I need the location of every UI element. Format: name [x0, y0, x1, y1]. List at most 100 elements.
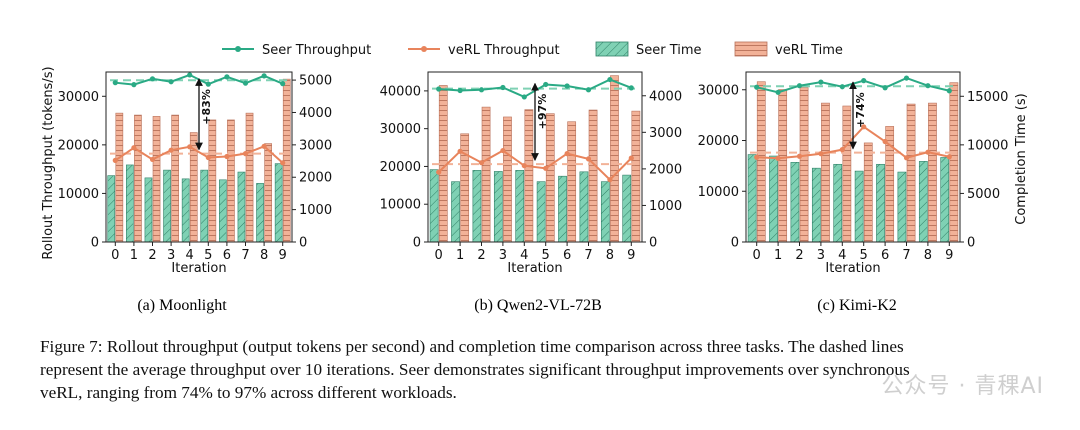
legend-item-verl-throughput: veRL Throughput — [408, 43, 560, 58]
legend-label-verl-time: veRL Time — [775, 43, 843, 58]
bar-seer-time-9 — [622, 174, 632, 243]
bar-seer-time-4 — [515, 170, 525, 243]
x-tick-label-0: 0 — [435, 248, 443, 263]
point-seer-throughput-4 — [187, 72, 193, 78]
caption-line-3: veRL, ranging from 74% to 97% across dif… — [40, 383, 457, 402]
right-tick-label-4000: 4000 — [649, 89, 682, 104]
bar-seer-time-7 — [579, 171, 589, 243]
x-tick-label-2: 2 — [477, 248, 485, 263]
bar-verl-time-5 — [545, 113, 555, 243]
subtitle-qwen2-vl-72b: (b) Qwen2-VL-72B — [474, 297, 602, 314]
x-tick-label-3: 3 — [167, 248, 175, 263]
bar-verl-time-6 — [567, 121, 577, 243]
bar-verl-time-5 — [863, 142, 873, 243]
x-tick-label-7: 7 — [241, 248, 249, 263]
x-tick-label-6: 6 — [881, 248, 889, 263]
point-verl-throughput-3 — [818, 151, 824, 157]
left-tick-label-10000: 10000 — [380, 198, 421, 213]
x-axis-label: Iteration — [507, 261, 562, 276]
legend-label-verl-throughput: veRL Throughput — [448, 43, 560, 58]
caption-line-1: Figure 7: Rollout throughput (output tok… — [40, 337, 904, 356]
point-verl-throughput-6 — [882, 138, 888, 145]
bar-seer-time-3 — [163, 169, 171, 243]
point-verl-throughput-6 — [224, 153, 230, 160]
point-seer-throughput-3 — [168, 79, 174, 85]
left-tick-label-20000: 20000 — [58, 138, 99, 153]
point-verl-throughput-9 — [946, 154, 952, 160]
point-verl-throughput-6 — [564, 151, 570, 157]
bar-seer-time-4 — [181, 178, 190, 243]
point-verl-throughput-8 — [925, 149, 931, 155]
plot-frame — [105, 71, 293, 243]
point-seer-throughput-8 — [925, 83, 931, 89]
left-tick-label-0: 0 — [91, 236, 99, 251]
bar-seer-time-7 — [237, 171, 246, 243]
x-tick-label-1: 1 — [456, 248, 464, 263]
caption-line-2: represent the average throughput over 10… — [40, 360, 910, 379]
left-tick-label-20000: 20000 — [698, 134, 739, 149]
point-verl-throughput-8 — [261, 143, 267, 149]
bar-verl-time-2 — [799, 87, 809, 243]
bar-verl-time-1 — [134, 114, 142, 243]
x-tick-label-4: 4 — [520, 248, 528, 263]
bar-seer-time-8 — [600, 181, 610, 243]
bar-verl-time-2 — [152, 116, 161, 243]
bar-seer-time-4 — [833, 163, 843, 243]
legend-item-verl-time: veRL Time — [734, 41, 843, 58]
point-seer-throughput-7 — [903, 75, 910, 81]
left-tick-label-30000: 30000 — [698, 83, 739, 98]
x-tick-label-5: 5 — [204, 248, 212, 263]
right-tick-label-2000: 2000 — [649, 162, 682, 177]
right-tick-label-1000: 1000 — [649, 199, 682, 214]
point-verl-throughput-2 — [796, 153, 803, 159]
bar-seer-time-6 — [558, 175, 567, 243]
point-seer-throughput-8 — [261, 73, 267, 79]
bar-verl-time-4 — [524, 109, 534, 243]
x-tick-label-6: 6 — [223, 248, 231, 263]
right-tick-label-4000: 4000 — [299, 106, 332, 121]
bar-seer-time-3 — [493, 171, 503, 243]
legend-label-seer-throughput: Seer Throughput — [262, 43, 371, 58]
point-seer-throughput-1 — [775, 89, 781, 95]
point-verl-throughput-8 — [607, 177, 613, 183]
point-seer-throughput-7 — [242, 80, 249, 86]
x-tick-label-4: 4 — [838, 248, 846, 263]
bar-verl-time-7 — [906, 103, 916, 243]
x-tick-label-9: 9 — [279, 248, 287, 263]
bar-verl-time-3 — [503, 116, 512, 243]
line-verl-throughput — [114, 145, 284, 164]
point-seer-throughput-4 — [521, 94, 527, 100]
point-verl-throughput-0 — [436, 169, 442, 175]
left-tick-label-30000: 30000 — [380, 122, 421, 137]
point-seer-throughput-6 — [882, 85, 888, 91]
point-verl-throughput-0 — [112, 157, 118, 163]
point-verl-throughput-4 — [839, 147, 845, 153]
x-tick-label-3: 3 — [499, 248, 507, 263]
bar-verl-time-0 — [756, 81, 766, 243]
right-tick-label-2000: 2000 — [299, 171, 332, 186]
point-seer-throughput-2 — [478, 87, 485, 93]
legend: Seer Throughput veRL Throughput Seer Tim… — [222, 41, 843, 58]
bar-verl-time-2 — [481, 106, 491, 243]
bar-seer-time-9 — [274, 163, 283, 243]
x-tick-label-3: 3 — [817, 248, 825, 263]
right-tick-label-5000: 5000 — [967, 187, 1000, 202]
bar-seer-time-5 — [536, 181, 546, 243]
x-tick-label-9: 9 — [945, 248, 953, 263]
y-axis-label-right: Completion Time (s) — [1014, 93, 1029, 224]
x-tick-label-8: 8 — [260, 248, 268, 263]
plot-frame — [745, 71, 961, 243]
bar-seer-time-0 — [107, 175, 116, 243]
x-tick-label-0: 0 — [753, 248, 761, 263]
bar-seer-time-6 — [219, 179, 227, 243]
bar-verl-time-9 — [631, 110, 641, 243]
bar-seer-time-2 — [144, 177, 153, 243]
bar-seer-time-3 — [811, 167, 821, 243]
point-verl-throughput-9 — [280, 160, 286, 166]
bar-verl-time-8 — [928, 102, 937, 243]
left-tick-label-0: 0 — [731, 236, 739, 251]
chart-panel-qwen2-vl-72b: +97%010000200003000040000010002000300040… — [380, 71, 682, 276]
point-verl-throughput-2 — [478, 160, 485, 166]
